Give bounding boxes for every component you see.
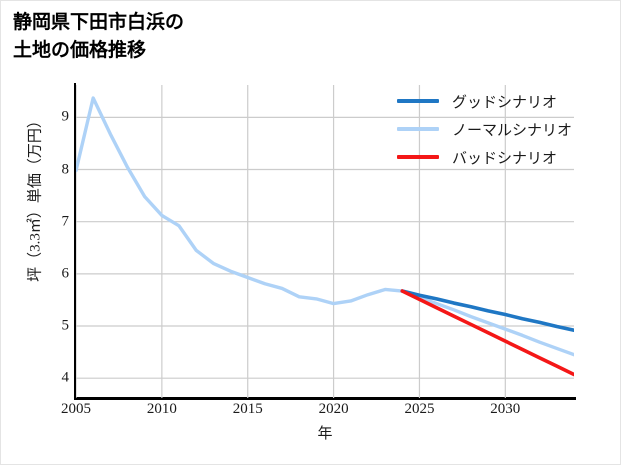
legend-item-good[interactable]: グッドシナリオ: [397, 91, 572, 111]
y-tick-label: 5: [61, 317, 70, 334]
x-tick-label: 2025: [404, 401, 435, 417]
y-axis-spine: [74, 83, 76, 400]
grid-lines: [76, 85, 574, 398]
legend-item-normal[interactable]: ノーマルシナリオ: [397, 119, 572, 139]
page-title: 静岡県下田市白浜の 土地の価格推移: [13, 11, 185, 61]
legend-swatch-good: [397, 99, 439, 103]
y-axis-title: 坪（3.3㎡）単価（万円）: [27, 113, 44, 282]
x-tick-label: 2005: [61, 401, 91, 417]
line-chart-svg: [76, 85, 574, 398]
y-tick-label: 8: [61, 161, 70, 177]
series-line-normal: [76, 96, 574, 357]
y-tick-label: 4: [61, 369, 70, 386]
x-axis-spine: [74, 397, 576, 400]
x-tick-label: 2010: [146, 401, 177, 417]
x-axis-title: 年: [317, 426, 333, 442]
chart-legend: グッドシナリオ ノーマルシナリオ バッドシナリオ: [397, 91, 572, 167]
x-tick-label: 2015: [232, 401, 263, 417]
series-line-good: [400, 289, 574, 332]
legend-label: ノーマルシナリオ: [452, 122, 573, 139]
legend-label: バッドシナリオ: [452, 150, 558, 167]
y-axis-tick-labels: 4 5 6 7 8 9: [47, 1, 70, 466]
y-tick-label: 6: [61, 265, 70, 282]
legend-label: グッドシナリオ: [452, 94, 558, 111]
x-tick-label: 2020: [318, 401, 349, 417]
legend-item-bad[interactable]: バッドシナリオ: [397, 147, 572, 167]
legend-swatch-normal: [397, 127, 439, 131]
y-tick-label: 7: [61, 213, 70, 230]
series-line-bad: [400, 289, 574, 377]
legend-swatch-bad: [397, 155, 439, 159]
y-tick-label: 9: [61, 108, 70, 125]
plot-area: [76, 85, 574, 398]
x-tick-label: 2030: [490, 401, 521, 417]
